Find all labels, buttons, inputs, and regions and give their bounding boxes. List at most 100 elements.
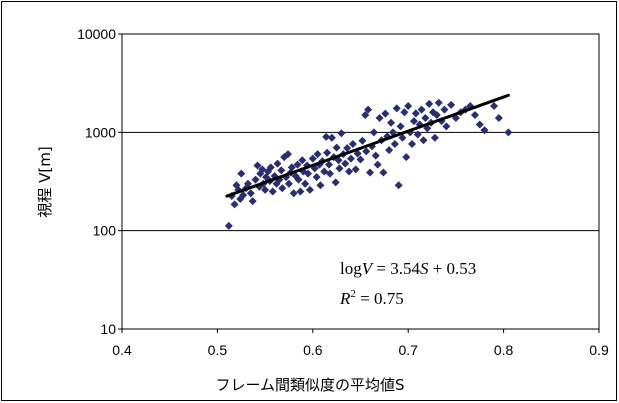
data-point-marker [305,185,314,194]
data-point-marker [316,181,325,190]
data-point-marker [301,179,310,188]
x-tick-label: 0.5 [208,342,228,358]
data-point-marker [266,163,275,172]
data-point-marker [394,181,403,190]
data-point-marker [398,133,407,142]
data-point-marker [408,140,417,149]
data-point-marker [504,128,513,137]
data-point-marker [387,118,396,127]
data-point-marker [369,128,378,137]
y-tick-labels: 10 100 1000 10000 [77,26,122,337]
data-point-marker [419,136,428,145]
data-point-marker [425,99,434,108]
y-tick-label: 10000 [77,26,116,42]
data-point-marker [332,143,341,152]
data-point-marker [475,120,484,129]
trendline [225,93,510,198]
x-tick-label: 0.6 [303,342,323,358]
data-point-marker [373,160,382,169]
data-point-marker [283,150,292,159]
data-point-marker [375,113,384,122]
data-point-marker [293,160,302,169]
data-point-marker [261,185,270,194]
data-point-marker [480,126,489,135]
data-point-marker [237,169,246,178]
x-tick-label: 0.7 [398,342,418,358]
data-point-marker [322,132,331,141]
data-point-marker [337,129,346,138]
data-point-marker [243,179,252,188]
data-point-marker [346,154,355,163]
data-point-marker [361,111,370,120]
data-point-marker [490,102,499,111]
data-point-marker [366,168,375,177]
data-point-marker [432,111,441,120]
data-point-marker [251,175,260,184]
data-point-marker [308,154,317,163]
y-axis-title: 視程 V[m] [36,146,54,217]
data-point-marker [323,148,332,157]
data-point-marker [413,130,422,139]
data-point-marker [268,187,277,196]
data-point-marker [404,102,413,111]
data-point-marker [335,164,344,173]
data-point-marker [358,136,367,145]
x-tick-labels: 0.4 0.5 0.6 0.7 0.8 0.9 [112,329,609,358]
data-point-marker [341,159,350,168]
y-tick-label: 10 [100,321,116,337]
data-point-marker [348,140,357,149]
data-point-marker [248,197,257,206]
data-point-marker [296,187,305,196]
data-point-marker [362,147,371,156]
data-point-marker [385,146,394,155]
data-point-marker [273,159,282,168]
data-point-marker [402,153,411,162]
data-point-marker [379,168,388,177]
gridlines [122,33,599,330]
data-point-marker [239,191,248,200]
data-point-marker [447,100,456,109]
x-tick-label: 0.9 [589,342,609,358]
data-point-marker [356,155,365,164]
data-point-marker [440,105,449,114]
data-point-marker [494,113,503,122]
data-point-marker [278,184,287,193]
y-tick-label: 100 [93,223,117,239]
data-point-marker [313,150,322,159]
equation-annotation: logV = 3.54S + 0.53 [340,259,476,278]
data-point-marker [417,105,426,114]
data-point-marker [253,161,262,170]
data-point-marker [312,173,321,182]
data-point-marker [396,122,405,131]
data-point-marker [343,144,352,153]
data-point-marker [294,175,303,184]
data-point-marker [411,109,420,118]
data-point-marker [331,178,340,187]
data-point-marker [434,98,443,107]
r-squared-annotation: R2 = 0.75 [339,288,404,308]
x-tick-label: 0.8 [494,342,514,358]
data-point-marker [364,105,373,114]
data-point-marker [325,160,334,169]
data-point-marker [327,133,336,142]
data-point-marker [400,108,409,117]
data-point-marker [351,165,360,174]
x-axis-title: フレーム間類似度の平均値S [215,376,404,394]
data-point-marker [381,109,390,118]
data-point-marker [287,163,296,172]
data-point-marker [409,117,418,126]
data-point-marker [390,140,399,149]
plot-area [121,33,600,330]
data-point-marker [246,189,255,198]
data-point-marker [430,133,439,142]
y-tick-label: 1000 [85,124,116,140]
data-point-marker [392,104,401,113]
data-point-marker [224,221,233,230]
data-points [224,98,513,230]
data-point-marker [325,169,334,178]
data-point-marker [289,189,298,198]
data-point-marker [298,156,307,165]
data-point-marker [345,167,354,176]
